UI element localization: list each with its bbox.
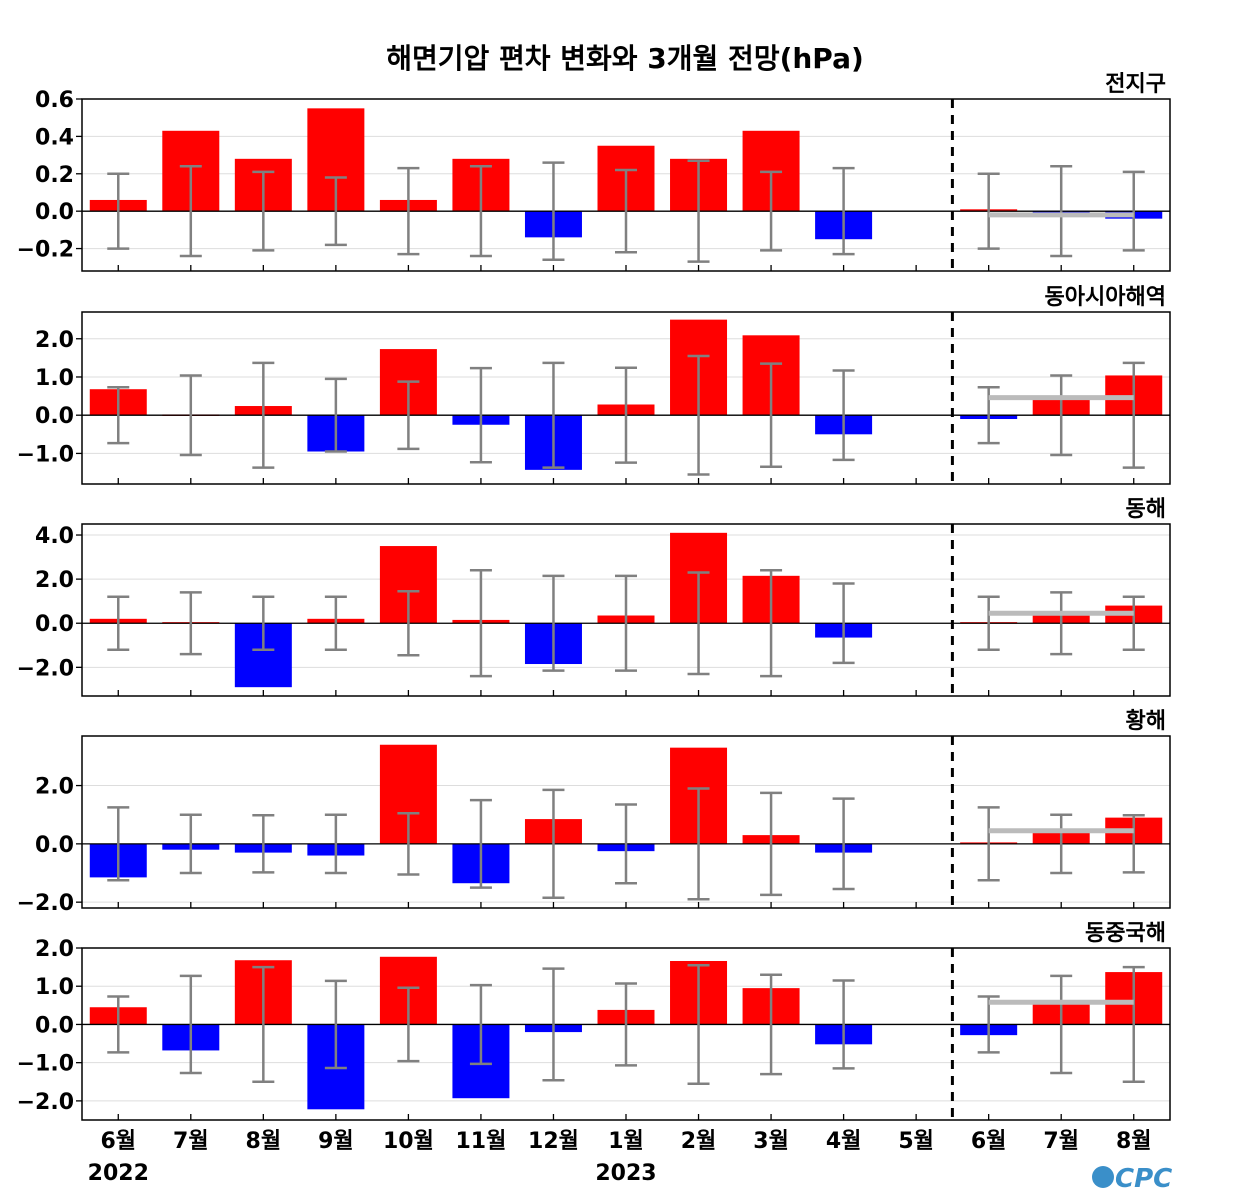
year-label: 2022 [88, 1161, 149, 1186]
x-tick-label: 12월 [528, 1129, 579, 1154]
x-tick-label: 5월 [898, 1129, 934, 1154]
y-tick-label: 0.0 [35, 200, 74, 225]
x-tick-label: 7월 [173, 1129, 209, 1154]
y-tick-label: 0.0 [35, 404, 74, 429]
region-label: 황해 [1126, 709, 1166, 734]
y-tick-label: 0.0 [35, 833, 74, 858]
logo-text: CPC [1115, 1164, 1172, 1194]
y-tick-label: 1.0 [35, 366, 74, 391]
x-tick-label: 9월 [318, 1129, 354, 1154]
y-tick-label: −2.0 [17, 656, 74, 681]
y-tick-label: −2.0 [17, 891, 74, 916]
y-tick-label: 0.4 [35, 125, 74, 150]
x-axis-labels: 6월 7월 8월 9월 10월 11월 12월 1월 2월 3월 4월 5월 6월 7월 8월 2022 202… [88, 1129, 1152, 1186]
x-tick-label: 2월 [681, 1129, 717, 1154]
y-tick-label: 2.0 [35, 937, 74, 962]
x-tick-label: 10월 [383, 1129, 434, 1154]
panels: 전지구−0.20.00.20.40.6동아시아해역−1.00.01.02.0동해… [17, 72, 1171, 1121]
region-label: 동중국해 [1085, 921, 1166, 946]
y-tick-label: 0.6 [35, 88, 74, 113]
y-tick-label: 0.0 [35, 612, 74, 637]
x-tick-label: 8월 [246, 1129, 282, 1154]
x-tick-label: 1월 [608, 1129, 644, 1154]
x-tick-label: 8월 [1116, 1129, 1152, 1154]
region-label: 동해 [1126, 497, 1166, 522]
y-tick-label: −0.2 [17, 238, 74, 263]
panel-0: 전지구 −0.2 0.0 0.2 0.4 0.6 [17, 72, 1171, 272]
cpc-logo: CPC [1092, 1164, 1172, 1194]
x-tick-label: 6월 [971, 1129, 1007, 1154]
x-tick-label: 7월 [1043, 1129, 1079, 1154]
y-tick-label: 0.2 [35, 163, 74, 188]
logo-globe-icon [1092, 1166, 1114, 1188]
x-tick-label: 3월 [753, 1129, 789, 1154]
y-tick-label: 4.0 [35, 524, 74, 549]
x-tick-label: 6월 [100, 1129, 136, 1154]
y-tick-label: −1.0 [17, 442, 74, 467]
chart-title: 해면기압 편차 변화와 3개월 전망(hPa) [386, 42, 864, 75]
panel-3: 황해 −2.0 0.0 2.0 [17, 709, 1171, 916]
y-tick-label: 2.0 [35, 328, 74, 353]
panel-4: 동중국해 −2.0 −1.0 0.0 1.0 2.0 [17, 921, 1171, 1121]
y-tick-label: −2.0 [17, 1090, 74, 1115]
panel-2: 동해 −2.0 0.0 2.0 4.0 [17, 497, 1171, 697]
region-label: 동아시아해역 [1045, 285, 1166, 310]
x-tick-label: 11월 [456, 1129, 507, 1154]
panel-1: 동아시아해역 −1.0 0.0 1.0 2.0 [17, 285, 1171, 485]
y-tick-label: 1.0 [35, 975, 74, 1000]
x-tick-label: 4월 [826, 1129, 862, 1154]
year-label: 2023 [595, 1161, 656, 1186]
region-label: 전지구 [1105, 72, 1166, 97]
y-tick-label: −1.0 [17, 1052, 74, 1077]
y-tick-label: 2.0 [35, 568, 74, 593]
y-tick-label: 0.0 [35, 1013, 74, 1038]
y-tick-label: 2.0 [35, 775, 74, 800]
